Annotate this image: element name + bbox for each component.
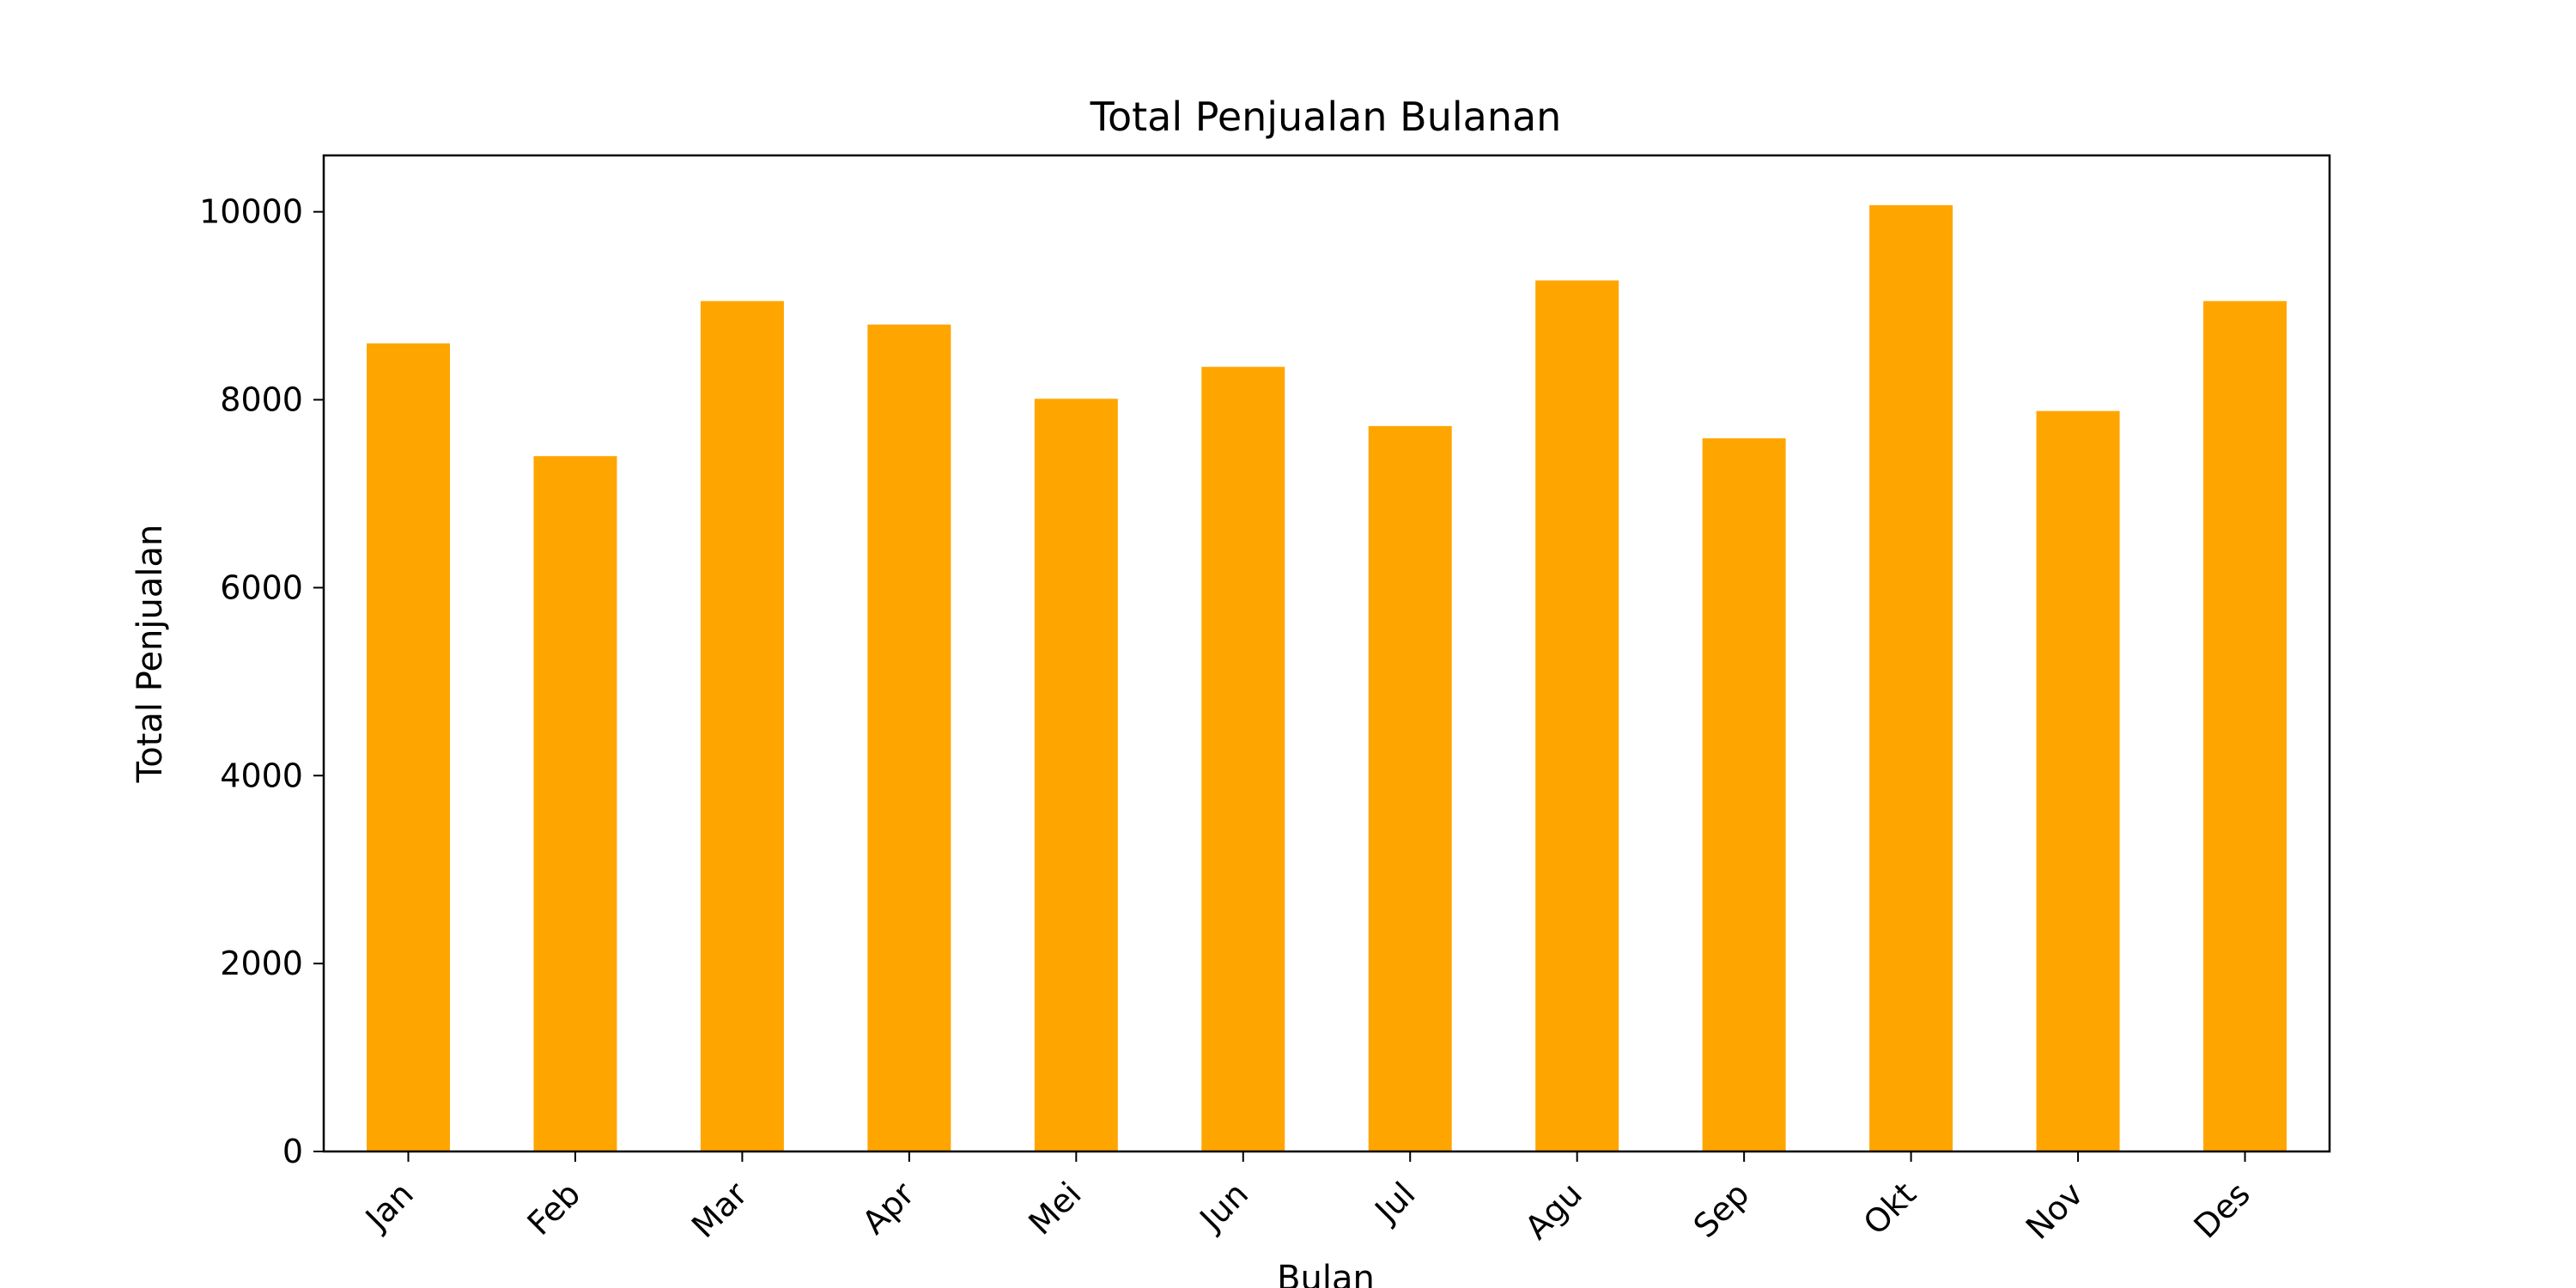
y-tick-label: 10000 <box>199 193 303 231</box>
y-tick-label: 2000 <box>220 945 303 982</box>
x-tick-label: Jun <box>1192 1175 1256 1239</box>
y-tick-label: 0 <box>283 1133 303 1170</box>
x-tick-label: Mei <box>1021 1175 1088 1242</box>
bar-apr <box>867 324 951 1151</box>
x-axis: Jan Feb Mar Apr Mei Jun Jul Agu Sep Okt Nov Des <box>357 1151 2257 1247</box>
x-tick-label: Okt <box>1856 1175 1923 1242</box>
bar-mar <box>700 301 784 1151</box>
x-tick-label: Jul <box>1367 1175 1423 1230</box>
x-axis-label: Bulan <box>1277 1259 1375 1288</box>
x-tick-label: Apr <box>855 1175 922 1242</box>
bar-jul <box>1368 426 1452 1151</box>
bar-jan <box>367 343 450 1151</box>
x-tick-label: Nov <box>2019 1175 2091 1247</box>
chart-title: Total Penjualan Bulanan <box>1090 94 1562 140</box>
y-tick-label: 8000 <box>220 381 303 419</box>
y-tick-label: 6000 <box>220 568 303 606</box>
plot-frame <box>322 154 2331 1153</box>
y-axis-label: Total Penjualan <box>131 525 170 784</box>
x-tick-label: Mar <box>684 1175 755 1245</box>
bar-nov <box>2036 410 2120 1151</box>
bar-mei <box>1034 398 1118 1151</box>
bar-agu <box>1535 280 1619 1151</box>
bar-feb <box>533 456 617 1151</box>
x-tick-label: Des <box>2187 1175 2257 1245</box>
y-axis: 0 2000 4000 6000 8000 10000 <box>199 193 324 1170</box>
x-tick-label: Sep <box>1686 1175 1757 1245</box>
bar-okt <box>1869 205 1953 1151</box>
bars-group <box>367 205 2287 1151</box>
x-tick-label: Feb <box>520 1175 588 1242</box>
bar-des <box>2203 301 2287 1151</box>
bar-jun <box>1201 367 1285 1151</box>
y-tick-label: 4000 <box>220 756 303 794</box>
x-tick-label: Agu <box>1517 1175 1589 1247</box>
bar-sep <box>1702 438 1786 1151</box>
x-tick-label: Jan <box>357 1175 421 1238</box>
